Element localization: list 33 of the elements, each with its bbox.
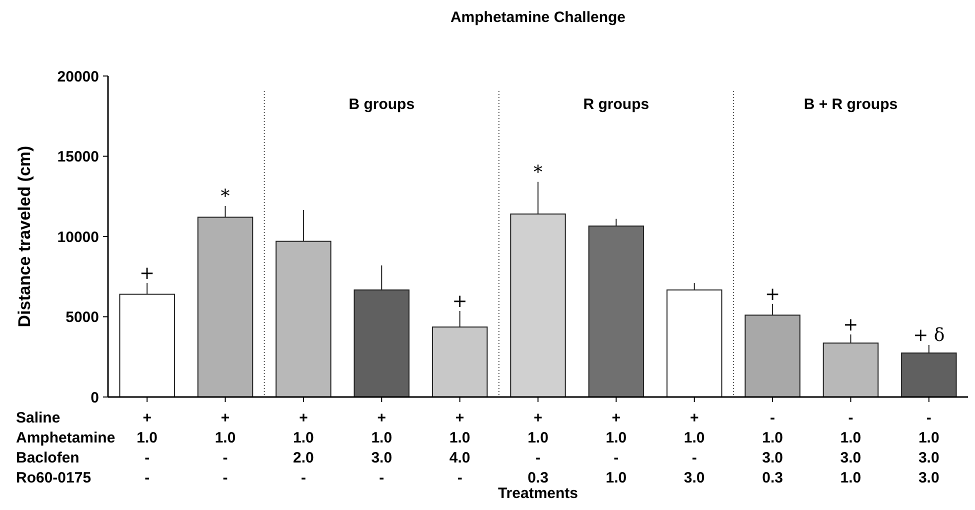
annotation: B + R groups [804, 96, 898, 113]
text: Amphetamine [16, 429, 116, 446]
text: Baclofen [16, 449, 80, 466]
data-label: * [534, 162, 542, 183]
x-tick-label: + 1.0 - 1.0 [606, 409, 627, 486]
y-tick-label: 5000 [66, 309, 99, 326]
data-label: + δ [913, 325, 945, 346]
annotation: B groups [348, 96, 415, 113]
data-label: + [843, 314, 858, 336]
data-label: + [140, 263, 155, 284]
y-tick-label: 20000 [57, 68, 99, 86]
x-tick-label: + 1.0 - - [136, 409, 158, 486]
x-tick-label: + 1.0 - 3.0 [684, 409, 705, 486]
data-label: * [220, 186, 230, 208]
x-tick-label: - 1.0 3.0 1.0 [840, 409, 862, 486]
y-tick-label: 15000 [57, 148, 99, 166]
y-axis-title: Distance traveled (cm) [15, 146, 34, 328]
x-tick-label: + 1.0 3.0 - [371, 409, 392, 486]
x-tick-label: + 1.0 - 0.3 [528, 409, 548, 486]
data-label: + [765, 284, 780, 305]
x-tick-label: + 1.0 4.0 - [449, 409, 470, 486]
x-axis-title: Treatments [498, 485, 578, 502]
x-tick-label: - 1.0 3.0 3.0 [918, 409, 940, 486]
chart-title: Amphetamine Challenge [450, 9, 626, 26]
annotation: R groups [583, 96, 650, 113]
data-label: + [452, 290, 468, 312]
text: Saline [16, 409, 60, 426]
y-tick-label: 0 [90, 389, 99, 406]
x-tick-label: - 1.0 3.0 0.3 [762, 409, 783, 486]
text: Ro60-0175 [16, 469, 92, 486]
x-tick-label: + 1.0 - - [214, 409, 236, 486]
y-tick-label: 10000 [57, 228, 99, 246]
x-tick-label: + 1.0 2.0 - [293, 409, 314, 486]
